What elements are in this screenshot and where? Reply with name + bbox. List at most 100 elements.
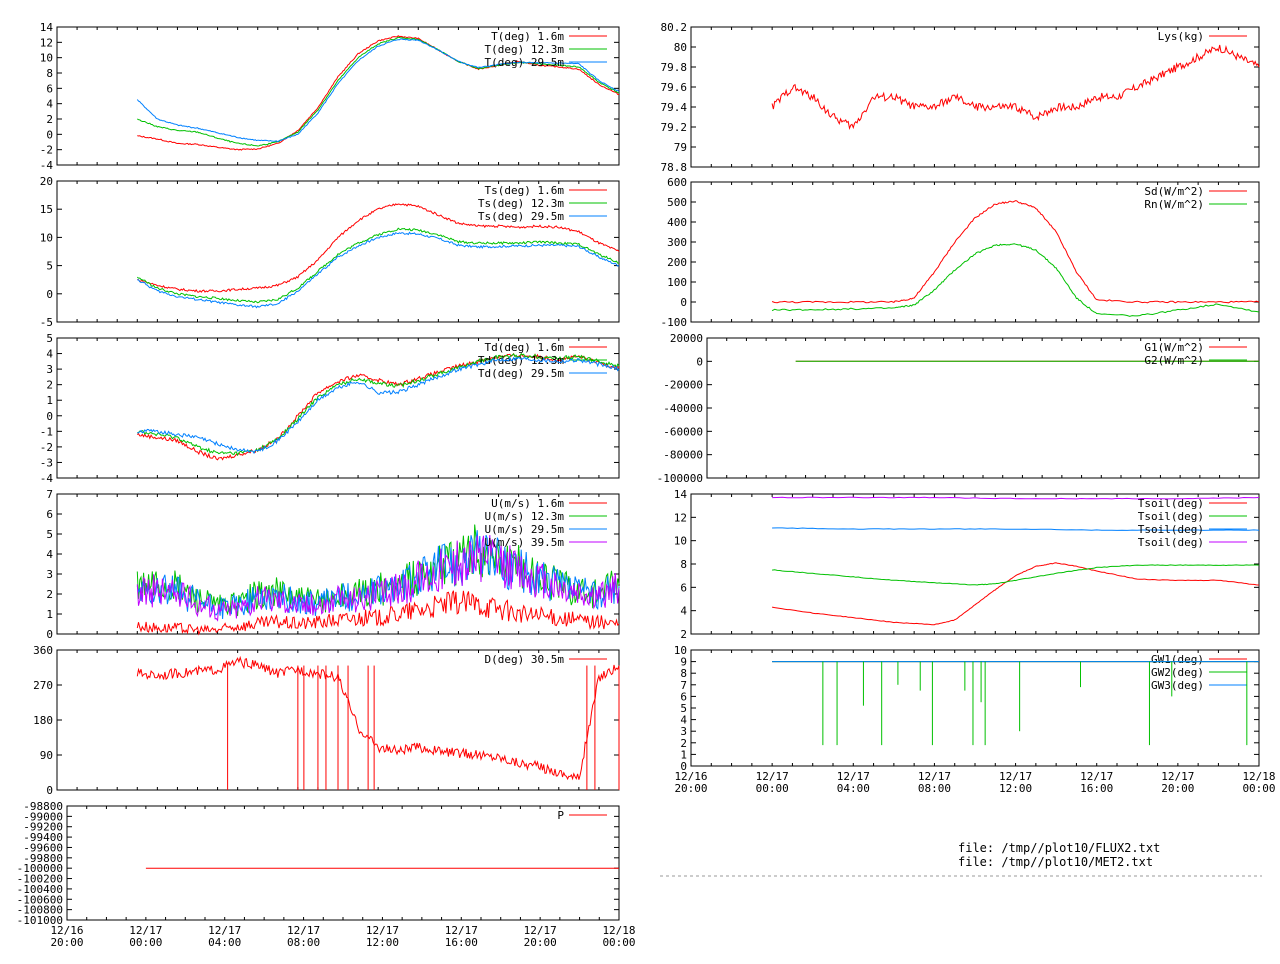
- y-tick-label: -99600: [23, 841, 63, 854]
- y-tick-label: 2: [46, 379, 53, 392]
- legend-label: Ts(deg) 1.6m: [485, 184, 565, 197]
- file-label-flux: file: /tmp//plot10/FLUX2.txt: [958, 841, 1161, 855]
- legend-label: Lys(kg): [1158, 30, 1204, 43]
- legend-label: U(m/s) 1.6m: [491, 497, 564, 510]
- x-tick-label: 12/16: [674, 770, 707, 783]
- y-tick-label: 0: [680, 760, 687, 773]
- x-tick-label: 12:00: [366, 936, 399, 949]
- y-tick-label: 4: [680, 714, 687, 727]
- chart-g: -100000 -80000 -60000 -40000 -20000 0 20000 G1(…: [657, 332, 1260, 485]
- x-tick-label: 16:00: [1080, 782, 1113, 795]
- legend-label: T(deg) 12.3m: [485, 43, 565, 56]
- y-tick-label: 14: [674, 488, 688, 501]
- y-tick-label: -4: [40, 472, 54, 485]
- y-tick-label: 1: [46, 394, 53, 407]
- y-tick-label: 0: [46, 288, 53, 301]
- y-tick-label: -99800: [23, 852, 63, 865]
- series-line: [136, 655, 620, 781]
- y-tick-label: 9: [680, 656, 687, 669]
- x-tick-label: 04:00: [208, 936, 241, 949]
- y-tick-label: 8: [680, 558, 687, 571]
- y-tick-label: -2: [40, 144, 53, 157]
- series-line: [137, 356, 620, 455]
- chart-lys: 78.8 79 79.2 79.4 79.6 79.8 80 80.2 Lys(kg): [661, 21, 1260, 174]
- y-tick-label: 4: [46, 98, 53, 111]
- y-tick-label: -4: [40, 159, 54, 172]
- y-tick-label: 5: [680, 702, 687, 715]
- y-tick-label: -100800: [17, 904, 63, 917]
- y-tick-label: 6: [46, 508, 53, 521]
- y-tick-label: 200: [667, 256, 687, 269]
- legend-label: U(m/s) 39.5m: [485, 536, 565, 549]
- y-tick-label: 300: [667, 236, 687, 249]
- legend-label: GW1(deg): [1151, 653, 1204, 666]
- legend-label: Tsoil(deg): [1138, 497, 1204, 510]
- legend-label: G2(W/m^2): [1144, 354, 1204, 367]
- legend-label: T(deg) 29.5m: [485, 56, 565, 69]
- y-tick-label: 600: [667, 176, 687, 189]
- y-tick-label: 20: [40, 175, 53, 188]
- y-tick-label: 3: [46, 568, 53, 581]
- y-tick-label: 2: [46, 113, 53, 126]
- legend-label: Rn(W/m^2): [1144, 198, 1204, 211]
- y-tick-label: 10: [40, 52, 53, 65]
- y-tick-label: 6: [680, 690, 687, 703]
- plot-frame: [66, 805, 620, 921]
- y-tick-label: 0: [680, 296, 687, 309]
- legend-label: G1(W/m^2): [1144, 341, 1204, 354]
- series-line: [137, 203, 620, 293]
- x-tick-label: 12/17: [445, 924, 478, 937]
- series-line: [772, 564, 1260, 586]
- legend-label: Td(deg) 1.6m: [485, 341, 565, 354]
- x-tick-label: 16:00: [445, 936, 478, 949]
- y-tick-label: 12: [40, 36, 53, 49]
- x-tick-label: 00:00: [756, 782, 789, 795]
- y-tick-label: 0: [46, 784, 53, 797]
- series-line: [772, 496, 1260, 500]
- y-tick-label: 20000: [670, 332, 703, 345]
- y-tick-label: 6: [46, 82, 53, 95]
- series-line: [137, 352, 620, 457]
- y-tick-label: -2: [40, 441, 53, 454]
- legend-label: Ts(deg) 12.3m: [478, 197, 564, 210]
- x-tick-label: 20:00: [674, 782, 707, 795]
- y-tick-label: -100200: [17, 873, 63, 886]
- legend-label: U(m/s) 12.3m: [485, 510, 565, 523]
- y-tick-label: -99200: [23, 821, 63, 834]
- y-tick-label: 3: [680, 725, 687, 738]
- x-tick-label: 20:00: [524, 936, 557, 949]
- legend-label: T(deg) 1.6m: [491, 30, 564, 43]
- y-tick-label: -101000: [17, 914, 63, 927]
- chart-d: 0 90 180 270 360 D(deg) 30.5m: [33, 644, 620, 797]
- legend-label: Sd(W/m^2): [1144, 185, 1204, 198]
- x-tick-label: 12/17: [129, 924, 162, 937]
- x-tick-label: 12/17: [999, 770, 1032, 783]
- x-tick-label: 12/17: [837, 770, 870, 783]
- chart-t: -4 -2 0 2 4 6 8 10 12 14 T(deg) 1.6mT(deg) 12.3mT(…: [40, 21, 620, 172]
- y-tick-label: -100400: [17, 883, 63, 896]
- x-tick-label: 12/17: [287, 924, 320, 937]
- x-tick-label: 20:00: [1161, 782, 1194, 795]
- chart-gw: 01234567891012/1620:0012/1700:0012/1704:…: [674, 644, 1276, 795]
- legend-label: Td(deg) 29.5m: [478, 367, 564, 380]
- x-tick-label: 04:00: [837, 782, 870, 795]
- x-tick-label: 12/18: [1242, 770, 1275, 783]
- y-tick-label: 500: [667, 196, 687, 209]
- series-line: [137, 227, 620, 304]
- legend-label: Td(deg) 12.3m: [478, 354, 564, 367]
- y-tick-label: 12: [674, 511, 687, 524]
- y-tick-label: -5: [40, 316, 53, 329]
- y-tick-label: 79.4: [661, 101, 688, 114]
- y-tick-label: 2: [680, 737, 687, 750]
- y-tick-label: 270: [33, 679, 53, 692]
- x-tick-label: 12/17: [524, 924, 557, 937]
- y-tick-label: 0: [46, 128, 53, 141]
- y-tick-label: 10: [674, 644, 687, 657]
- y-tick-label: 79: [674, 141, 687, 154]
- x-tick-label: 12/17: [918, 770, 951, 783]
- series-line: [772, 562, 1260, 626]
- x-tick-label: 20:00: [50, 936, 83, 949]
- y-tick-label: 5: [46, 528, 53, 541]
